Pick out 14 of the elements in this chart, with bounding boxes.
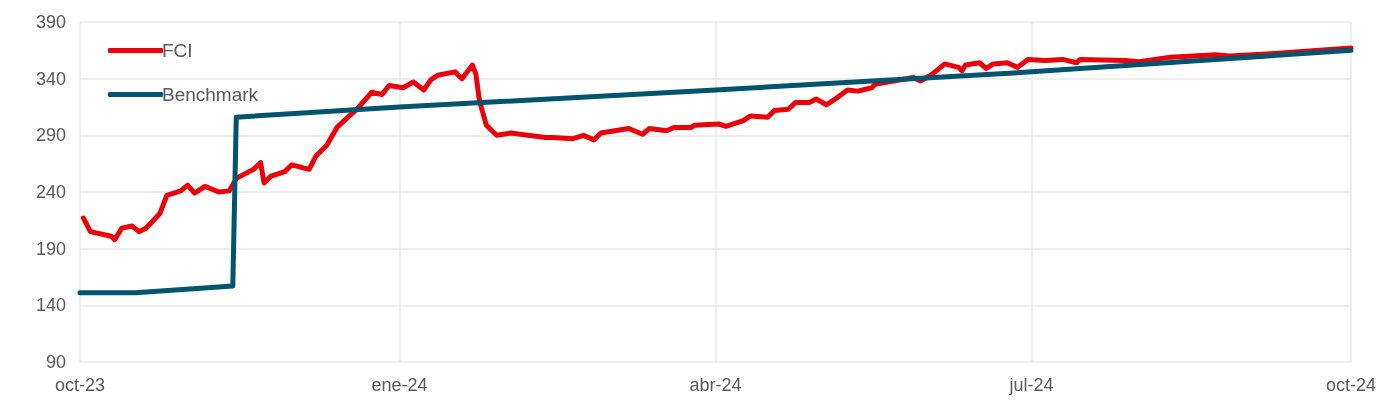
y-tick-label: 340	[35, 68, 66, 89]
y-tick-label: 90	[45, 352, 66, 372]
y-tick-label: 190	[35, 238, 66, 259]
y-tick-label: 290	[35, 125, 66, 146]
legend-label: FCI	[162, 40, 193, 61]
y-tick-label: 240	[35, 182, 66, 202]
x-tick-label: jul-24	[1008, 375, 1054, 395]
x-tick-label: ene-24	[371, 375, 428, 395]
y-tick-label: 390	[35, 12, 66, 32]
y-tick-label: 140	[35, 295, 66, 316]
x-tick-label: abr-24	[689, 375, 742, 395]
x-tick-label: oct-23	[54, 375, 106, 395]
legend-label: Benchmark	[162, 84, 259, 105]
x-tick-label: oct-24	[1325, 375, 1376, 395]
